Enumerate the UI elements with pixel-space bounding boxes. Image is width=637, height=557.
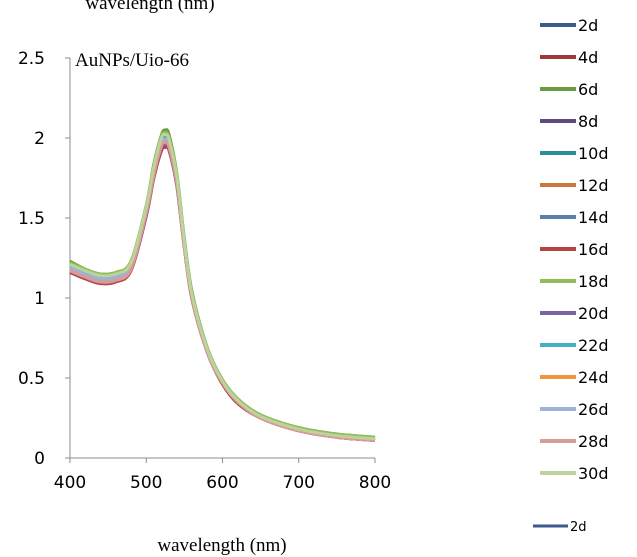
axes-layer: 0 0.5 1 1.5 2 2.5 400 500 600 700 800 xyxy=(18,49,391,493)
series-line-10d xyxy=(69,132,376,441)
y-tick-label: 0 xyxy=(34,449,45,469)
series-line-8d xyxy=(69,140,376,442)
legend-label-30d: 30d xyxy=(578,464,609,483)
series-layer xyxy=(69,128,376,442)
legend-label-26d: 26d xyxy=(578,400,609,419)
x-tick-label: 400 xyxy=(54,473,86,493)
legend-label-6d: 6d xyxy=(578,80,598,99)
legend-label-10d: 10d xyxy=(578,144,609,163)
legend-label-16d: 16d xyxy=(578,240,609,259)
series-line-16d xyxy=(69,145,376,442)
legend-label-12d: 12d xyxy=(578,176,609,195)
series-line-18d xyxy=(69,131,376,439)
legend-label-8d: 8d xyxy=(578,112,598,131)
x-tick-label: 700 xyxy=(283,473,315,493)
y-tick-label: 2 xyxy=(34,129,45,149)
legend-label-28d: 28d xyxy=(578,432,609,451)
series-line-26d xyxy=(69,137,376,441)
annotation-text: AuNPs/Uio-66 xyxy=(75,50,189,71)
x-tick-label: 800 xyxy=(359,473,391,493)
legend-label-extra: 2d xyxy=(570,520,587,535)
legend-label-20d: 20d xyxy=(578,304,609,323)
series-line-22d xyxy=(69,134,376,441)
series-line-30d xyxy=(69,132,376,441)
legend-label-2d: 2d xyxy=(578,16,598,35)
legend: 2d 4d 6d 8d 10d 12d 14d 16d 18d 20d 22d 24d 26d 28d 30… xyxy=(533,16,609,535)
legend-label-22d: 22d xyxy=(578,336,609,355)
series-line-20d xyxy=(69,141,376,442)
y-tick-label: 0.5 xyxy=(18,369,45,389)
series-line-4d xyxy=(69,143,376,442)
legend-label-4d: 4d xyxy=(578,48,598,67)
series-line-12d xyxy=(69,137,376,442)
legend-label-24d: 24d xyxy=(578,368,609,387)
series-line-2d xyxy=(69,134,376,441)
header-partial-text: wavelength (nm) xyxy=(85,0,214,14)
y-tick-label: 2.5 xyxy=(18,49,45,69)
series-line-28d xyxy=(69,140,376,442)
series-line-24d xyxy=(69,138,376,442)
x-tick-label: 500 xyxy=(130,473,162,493)
x-tick-label: 600 xyxy=(206,473,238,493)
series-line-14d xyxy=(69,135,376,441)
x-axis-label: wavelength (nm) xyxy=(157,535,286,556)
legend-label-18d: 18d xyxy=(578,272,609,291)
y-tick-label: 1.5 xyxy=(18,209,45,229)
y-tick-label: 1 xyxy=(34,289,45,309)
legend-label-14d: 14d xyxy=(578,208,609,227)
